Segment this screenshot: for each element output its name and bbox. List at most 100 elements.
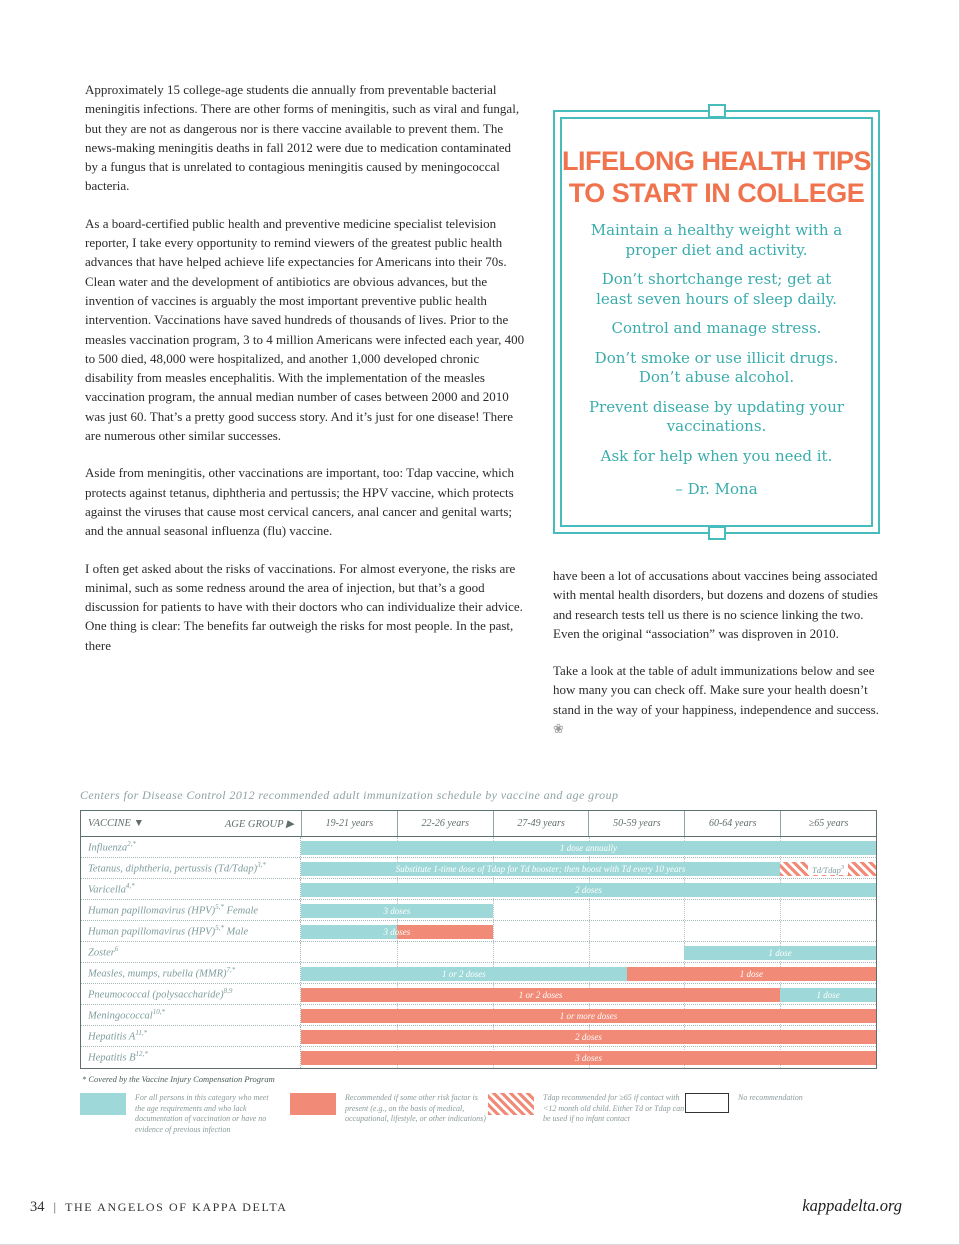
bar-label: 1 dose bbox=[768, 947, 792, 958]
bar-label: Substitute 1-time dose of Tdap for Td bo… bbox=[395, 863, 686, 874]
legend: For all persons in this category who mee… bbox=[80, 1093, 880, 1155]
table-row: Varicella4,* 2 doses bbox=[81, 879, 876, 900]
vaccine-label: Hepatitis B12,* bbox=[81, 1047, 301, 1068]
health-tip: Prevent disease by updating your vaccina… bbox=[588, 397, 845, 436]
paragraph: I often get asked about the risks of vac… bbox=[85, 560, 523, 653]
table-row: Tetanus, diphtheria, pertussis (Td/Tdap)… bbox=[81, 858, 876, 879]
paragraph: Aside from meningitis, other vaccination… bbox=[85, 465, 514, 539]
bar-label: 2 doses bbox=[575, 884, 602, 895]
bar-label: 3 doses bbox=[575, 1052, 602, 1063]
age-column-header: 22-26 years bbox=[396, 811, 493, 836]
vaccine-label: Influenza2,* bbox=[81, 837, 301, 857]
paragraph: As a board-certified public health and p… bbox=[85, 215, 525, 444]
bar-label: 1 dose annually bbox=[560, 842, 617, 853]
age-area: 1 or more doses bbox=[301, 1005, 876, 1025]
column-gridline bbox=[492, 921, 494, 941]
paragraph: Approximately 15 college-age students di… bbox=[85, 82, 520, 194]
age-group-header: AGE GROUP ▶ bbox=[224, 818, 294, 830]
vaccine-header: VACCINE ▼ bbox=[88, 818, 144, 829]
table-row: Meningococcal10,* 1 or more doses bbox=[81, 1005, 876, 1026]
magazine-title: THE ANGELOS OF KAPPA DELTA bbox=[65, 1200, 288, 1214]
tips-title: LIFELONG HEALTH TIPS TO START IN COLLEGE bbox=[562, 145, 872, 209]
age-area: 1 dose bbox=[301, 942, 876, 962]
bar-risk bbox=[301, 1050, 876, 1065]
column-gridline bbox=[684, 900, 686, 920]
table-row: Human papillomavirus (HPV)5,* Female 3 do… bbox=[81, 900, 876, 921]
age-column-header: 60-64 years bbox=[684, 811, 780, 836]
immunization-table: VACCINE ▼ AGE GROUP ▶ 19-21 years 22-26 y… bbox=[80, 810, 877, 1069]
column-gridline bbox=[588, 900, 590, 920]
paragraph: Take a look at the table of adult immuni… bbox=[553, 663, 879, 737]
column-gridline bbox=[492, 900, 494, 920]
age-area: 1 dose annually bbox=[301, 837, 876, 857]
tips-list: Maintain a healthy weight with a proper … bbox=[562, 221, 871, 466]
vaccine-label: Pneumococcal (polysaccharide)8,9 bbox=[81, 984, 301, 1004]
health-tip: Don’t smoke or use illicit drugs. Don’t … bbox=[594, 348, 839, 387]
bar-risk bbox=[301, 987, 781, 1002]
health-tip: Control and manage stress. bbox=[611, 319, 822, 337]
legend-text: Recommended if some other risk factor is… bbox=[345, 1093, 486, 1123]
tips-title-line1: LIFELONG HEALTH TIPS bbox=[562, 146, 872, 176]
bar-label: 1 dose bbox=[739, 968, 764, 979]
age-area: 3 doses bbox=[301, 921, 876, 941]
bar-rec bbox=[301, 861, 781, 876]
bar-label: 1 or 2 doses bbox=[518, 989, 563, 1000]
column-gridline bbox=[492, 942, 494, 962]
vaccine-label: Measles, mumps, rubella (MMR)7,* bbox=[81, 963, 301, 983]
table-header-label-cell: VACCINE ▼ AGE GROUP ▶ bbox=[81, 811, 301, 836]
health-tip: Maintain a healthy weight with a proper … bbox=[590, 221, 843, 259]
bar-label: Td/Tdap3 bbox=[780, 861, 876, 876]
website-link[interactable]: kappadelta.org bbox=[802, 1196, 902, 1215]
legend-item-hatch: Tdap recommended for ≥65 if contact with… bbox=[488, 1093, 685, 1125]
legend-swatch-rec bbox=[80, 1093, 126, 1115]
bar-label: 3 doses bbox=[383, 905, 411, 916]
table-body: Influenza2,* 1 dose annually Tetanus, diph… bbox=[81, 837, 876, 1068]
bar-risk bbox=[396, 924, 493, 939]
page-footer: 34 | THE ANGELOS OF KAPPA DELTA kappadel… bbox=[30, 1196, 902, 1216]
table-row: Hepatitis A11,* 2 doses bbox=[81, 1026, 876, 1047]
legend-item-none: No recommendation bbox=[685, 1093, 880, 1113]
vaccine-label: Varicella4,* bbox=[81, 879, 301, 899]
legend-item-risk: Recommended if some other risk factor is… bbox=[290, 1093, 487, 1125]
frame-notch-top bbox=[707, 104, 726, 118]
vaccine-label: Human papillomavirus (HPV)5,* Male bbox=[81, 921, 301, 941]
bar-rec bbox=[301, 903, 493, 918]
legend-text: For all persons in this category who mee… bbox=[135, 1093, 269, 1134]
bar-risk bbox=[301, 1008, 876, 1023]
bar-rec bbox=[780, 987, 876, 1002]
bar-label: 1 or 2 doses bbox=[442, 968, 486, 979]
tips-title-line2: TO START IN COLLEGE bbox=[568, 178, 865, 208]
bar-rec bbox=[301, 882, 876, 897]
bar-label: 2 doses bbox=[575, 1031, 602, 1042]
legend-text: Tdap recommended for ≥65 if contact with… bbox=[543, 1093, 685, 1123]
frame-notch-bottom bbox=[707, 526, 726, 540]
tips-signature: – Dr. Mona bbox=[675, 480, 758, 498]
bar-rec bbox=[301, 966, 627, 981]
bar-rec bbox=[301, 840, 876, 855]
vaccine-label: Meningococcal10,* bbox=[81, 1005, 301, 1025]
bar-label: 3 doses bbox=[383, 926, 411, 937]
footer-separator: | bbox=[53, 1199, 57, 1214]
table-row: Influenza2,* 1 dose annually bbox=[81, 837, 876, 858]
age-column-headers: 19-21 years 22-26 years 27-49 years 50-59 y… bbox=[301, 811, 876, 836]
legend-swatch-risk bbox=[290, 1093, 336, 1115]
article-left-column: Approximately 15 college-age students di… bbox=[85, 80, 525, 673]
bar-rec bbox=[684, 945, 876, 960]
bar-label: 1 or more doses bbox=[559, 1010, 618, 1021]
flower-icon: ❀ bbox=[553, 721, 564, 737]
health-tip: Don’t shortchange rest; get at least sev… bbox=[596, 270, 837, 308]
vaccine-label: Zoster6 bbox=[81, 942, 301, 962]
health-tip: Ask for help when you need it. bbox=[600, 446, 833, 465]
age-area: 1 or 2 doses 1 dose bbox=[301, 963, 876, 983]
table-row: Human papillomavirus (HPV)5,* Male 3 dose… bbox=[81, 921, 876, 942]
bar-risk bbox=[626, 966, 876, 981]
page-number: 34 bbox=[30, 1199, 45, 1215]
vaccine-label: Human papillomavirus (HPV)5,* Female bbox=[81, 900, 301, 920]
table-footnote: * Covered by the Vaccine Injury Compensa… bbox=[82, 1074, 275, 1084]
article-right-column: have been a lot of accusations about vac… bbox=[553, 566, 881, 756]
legend-text: No recommendation bbox=[738, 1093, 803, 1102]
bar-label: 1 dose bbox=[816, 989, 840, 1000]
legend-swatch-none bbox=[685, 1093, 729, 1113]
age-area: 3 doses bbox=[301, 1047, 876, 1068]
age-column-header: 50-59 years bbox=[588, 811, 684, 836]
